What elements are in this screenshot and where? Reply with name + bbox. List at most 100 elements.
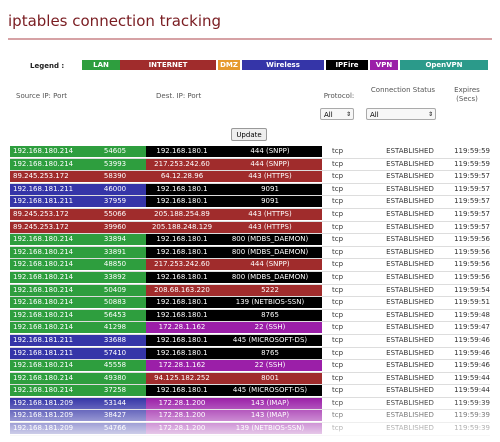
table-row: 192.168.181.211 57410 192.168.180.1 8765 tcp…	[10, 347, 490, 361]
cell-status: ESTABLISHED	[386, 285, 434, 294]
cell-dport: 444 (SNPP)	[218, 158, 322, 170]
cell-sport: 54605	[84, 146, 146, 157]
cell-dst: 192.168.180.1	[146, 309, 218, 321]
status-select[interactable]: All ⇕	[366, 108, 436, 120]
cell-sport: 50409	[84, 284, 146, 296]
table-row: 89.245.253.172 58390 64.12.28.96 443 (HTTPS…	[10, 171, 490, 184]
cell-expires: 119:59:44	[454, 373, 490, 382]
cell-sport: 39960	[84, 221, 146, 233]
cell-src: 192.168.180.214	[10, 284, 84, 296]
cell-expires: 119:59:59	[454, 159, 490, 168]
cell-status: ESTABLISHED	[386, 386, 434, 395]
cell-dst: 192.168.180.1	[146, 146, 218, 157]
cell-dst: 172.28.1.162	[146, 360, 218, 372]
table-row: 192.168.180.214 50883 192.168.180.1 139 (NE…	[10, 297, 490, 310]
cell-sport: 41298	[84, 322, 146, 334]
cell-dst: 192.168.180.1	[146, 297, 218, 309]
cell-status: ESTABLISHED	[386, 310, 434, 319]
cell-dst: 192.168.180.1	[146, 183, 218, 195]
cell-sport: 58390	[84, 171, 146, 183]
header-dest: Dest. IP: Port	[156, 92, 202, 100]
cell-src: 192.168.180.214	[10, 259, 84, 271]
cell-sport: 56453	[84, 309, 146, 321]
cell-dport: 445 (MICROSOFT-DS)	[218, 334, 322, 346]
cell-expires: 119:59:56	[454, 247, 490, 256]
cell-src: 192.168.180.214	[10, 246, 84, 258]
chevron-updown-icon: ⇕	[427, 111, 433, 118]
cell-src: 192.168.180.214	[10, 322, 84, 334]
table-row: 192.168.180.214 49380 94.125.182.252 8001 tc…	[10, 372, 490, 386]
page-title: iptables connection tracking	[8, 12, 222, 30]
cell-status: ESTABLISHED	[386, 260, 434, 269]
header-expires: Expires (Secs)	[454, 86, 480, 103]
cell-sport: 49380	[84, 372, 146, 384]
cell-dst: 192.168.180.1	[146, 334, 218, 346]
cell-dst: 192.168.180.1	[146, 385, 218, 397]
cell-proto: tcp	[332, 272, 344, 281]
cell-sport: 37258	[84, 385, 146, 397]
legend-item-vpn: VPN	[370, 60, 398, 70]
cell-sport: 33688	[84, 334, 146, 346]
cell-sport: 50883	[84, 297, 146, 309]
cell-proto: tcp	[332, 235, 344, 244]
cell-dport: 444 (SNPP)	[218, 146, 322, 157]
cell-proto: tcp	[332, 285, 344, 294]
table-row: 192.168.180.214 50409 208.68.163.220 5222 tc…	[10, 284, 490, 298]
cell-dport: 444 (SNPP)	[218, 259, 322, 271]
connection-table: 192.168.180.214 54605 192.168.180.1 444 (SN…	[10, 146, 490, 436]
cell-src: 89.245.253.172	[10, 171, 84, 183]
cell-proto: tcp	[332, 209, 344, 218]
cell-status: ESTABLISHED	[386, 172, 434, 181]
cell-proto: tcp	[332, 323, 344, 332]
cell-dport: 9091	[218, 183, 322, 195]
cell-sport: 33892	[84, 271, 146, 283]
cell-src: 192.168.180.214	[10, 372, 84, 384]
table-row: 89.245.253.172 55066 205.188.254.89 443 (HT…	[10, 208, 490, 222]
cell-src: 192.168.181.211	[10, 334, 84, 346]
table-row: 192.168.180.214 54605 192.168.180.1 444 (SN…	[10, 146, 490, 159]
status-select-value: All	[370, 111, 379, 119]
cell-expires: 119:59:46	[454, 348, 490, 357]
cell-proto: tcp	[332, 373, 344, 382]
cell-src: 192.168.180.214	[10, 360, 84, 372]
table-row: 192.168.180.214 48850 217.253.242.60 444 (S…	[10, 259, 490, 272]
cell-dport: 800 (MDBS_DAEMON)	[218, 234, 322, 246]
cell-src: 192.168.180.214	[10, 146, 84, 157]
cell-expires: 119:59:56	[454, 260, 490, 269]
cell-dport: 9091	[218, 196, 322, 208]
cell-status: ESTABLISHED	[386, 222, 434, 231]
bottom-fade	[0, 398, 500, 442]
table-row: 192.168.180.214 56453 192.168.180.1 8765 tcp…	[10, 309, 490, 323]
cell-status: ESTABLISHED	[386, 147, 434, 155]
protocol-select[interactable]: All ⇕	[320, 108, 354, 120]
cell-status: ESTABLISHED	[386, 348, 434, 357]
cell-expires: 119:59:46	[454, 361, 490, 370]
cell-proto: tcp	[332, 172, 344, 181]
cell-dst: 172.28.1.162	[146, 322, 218, 334]
cell-expires: 119:59:57	[454, 172, 490, 181]
cell-src: 192.168.180.214	[10, 234, 84, 246]
cell-dst: 192.168.180.1	[146, 347, 218, 359]
cell-expires: 119:59:48	[454, 310, 490, 319]
cell-dport: 8001	[218, 372, 322, 384]
cell-status: ESTABLISHED	[386, 159, 434, 168]
cell-status: ESTABLISHED	[386, 323, 434, 332]
cell-sport: 55066	[84, 208, 146, 220]
cell-dst: 192.168.180.1	[146, 271, 218, 283]
cell-expires: 119:59:54	[454, 285, 490, 294]
cell-proto: tcp	[332, 147, 344, 155]
cell-proto: tcp	[332, 310, 344, 319]
update-button[interactable]: Update	[231, 128, 267, 141]
table-row: 192.168.181.211 37959 192.168.180.1 9091 tcp…	[10, 196, 490, 209]
cell-expires: 119:59:56	[454, 272, 490, 281]
cell-sport: 46000	[84, 183, 146, 195]
cell-src: 89.245.253.172	[10, 221, 84, 233]
cell-dport: 22 (SSH)	[218, 360, 322, 372]
cell-expires: 119:59:57	[454, 197, 490, 206]
cell-sport: 57410	[84, 347, 146, 359]
cell-dst: 64.12.28.96	[146, 171, 218, 183]
cell-status: ESTABLISHED	[386, 247, 434, 256]
legend-item-dmz: DMZ	[218, 60, 240, 70]
table-row: 192.168.180.214 33894 192.168.180.1 800 (MD…	[10, 234, 490, 247]
header-status: Connection Status	[370, 86, 436, 94]
